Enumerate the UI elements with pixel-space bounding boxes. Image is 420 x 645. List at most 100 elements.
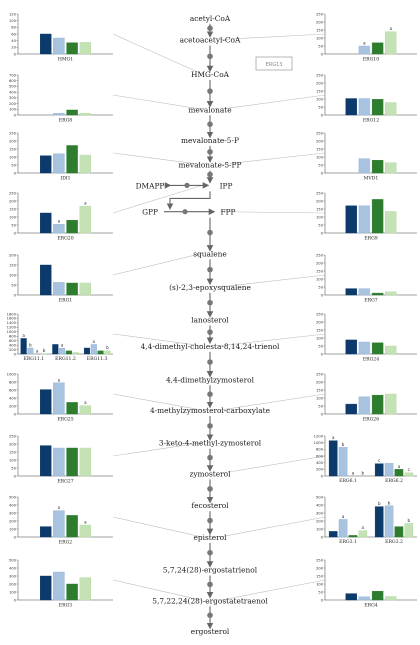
gene-label: ERG7 bbox=[364, 298, 377, 304]
bar bbox=[79, 42, 92, 55]
chart-hmg1: 0 20 40 60 80 100 120 HMG1 bbox=[9, 12, 113, 63]
bar bbox=[374, 506, 384, 538]
bar bbox=[345, 593, 357, 601]
tick-label: 0 bbox=[321, 598, 324, 602]
gene-label: HMG1 bbox=[58, 57, 73, 63]
tick-label: 50 bbox=[11, 223, 16, 227]
bar bbox=[40, 33, 52, 55]
significance-label: b bbox=[29, 343, 32, 348]
erg13-label: ERG13 bbox=[266, 62, 283, 68]
tick-label: 50 bbox=[318, 285, 323, 289]
chart-erg6: 0 200 400 600 800 1000 1200 ERG6.1 ERG6.2 a b a b c a c bbox=[314, 434, 417, 484]
bar bbox=[79, 113, 92, 116]
tick-label: 50 bbox=[318, 404, 323, 408]
significance-label: a bbox=[352, 471, 355, 476]
bar bbox=[53, 153, 65, 174]
tick-label: 50 bbox=[318, 590, 323, 594]
bar bbox=[385, 102, 397, 116]
tick-label: 200 bbox=[316, 261, 324, 265]
chart-erg25: 0 200 400 600 800 1000 a a ERG25 bbox=[7, 372, 113, 423]
bar bbox=[358, 205, 371, 234]
tick-label: 500 bbox=[9, 558, 17, 562]
significance-label: a bbox=[58, 505, 61, 510]
tick-label: 200 bbox=[316, 519, 324, 523]
tick-label: 500 bbox=[9, 85, 17, 89]
tick-label: 250 bbox=[316, 312, 324, 316]
connector-line bbox=[112, 516, 203, 538]
bar bbox=[404, 472, 414, 477]
tick-label: 200 bbox=[316, 468, 324, 472]
pathway-node bbox=[184, 182, 190, 188]
pathway-node bbox=[207, 581, 213, 588]
bar bbox=[20, 338, 27, 355]
tick-label: 20 bbox=[11, 46, 16, 50]
connector-line bbox=[219, 94, 326, 110]
tick-label: 250 bbox=[316, 73, 324, 77]
pathway-node bbox=[207, 299, 213, 306]
tick-label: 500 bbox=[316, 495, 324, 499]
connector-line bbox=[219, 516, 326, 538]
tick-label: 1400 bbox=[7, 321, 17, 325]
tick-label: 1000 bbox=[7, 372, 17, 376]
tick-label: 1800 bbox=[7, 312, 17, 316]
gene-label: ERG4 bbox=[364, 603, 377, 609]
gene-label: ERG26 bbox=[363, 417, 379, 423]
connector-lines bbox=[112, 33, 326, 601]
pathway-step-17: episterol bbox=[194, 533, 228, 542]
tick-label: 150 bbox=[316, 207, 324, 211]
chart-erg2: 0 100 200 300 400 500 a a ERG2 bbox=[9, 495, 113, 546]
pathway-node bbox=[207, 517, 213, 524]
tick-label: 1200 bbox=[314, 434, 324, 438]
tick-label: 150 bbox=[316, 388, 324, 392]
tick-label: 100 bbox=[9, 155, 17, 159]
gene-label: ERG1 bbox=[59, 298, 72, 304]
chart-erg10: 0 50 100 150 200 250 a a ERG10 bbox=[316, 12, 417, 63]
connector-line bbox=[219, 579, 326, 601]
significance-label: a bbox=[58, 219, 61, 224]
pathway-step-20: ergosterol bbox=[191, 627, 230, 636]
tick-label: 150 bbox=[316, 147, 324, 151]
tick-label: 250 bbox=[316, 191, 324, 195]
pathway-node bbox=[207, 121, 213, 127]
tick-label: 0 bbox=[14, 474, 17, 478]
tick-label: 400 bbox=[9, 343, 17, 347]
bar bbox=[385, 31, 397, 55]
bar bbox=[371, 99, 384, 116]
ipp-gpp-arrow bbox=[166, 191, 211, 210]
tick-label: 0 bbox=[14, 535, 17, 539]
gene-label: ERG3 bbox=[59, 603, 72, 609]
tick-label: 250 bbox=[316, 558, 324, 562]
tick-label: 200 bbox=[316, 20, 324, 24]
tick-label: 250 bbox=[316, 372, 324, 376]
tick-label: 250 bbox=[9, 434, 17, 438]
bar bbox=[53, 113, 65, 116]
pathway-step-6: IPP bbox=[220, 181, 233, 190]
pathway-step-15: zymosterol bbox=[189, 470, 231, 479]
significance-label: a bbox=[22, 333, 25, 338]
bar bbox=[66, 42, 78, 55]
tick-label: 80 bbox=[11, 26, 16, 30]
tick-label: 1200 bbox=[7, 326, 17, 330]
pathway-step-4: mevalonate-5-P bbox=[181, 136, 239, 145]
bar bbox=[404, 523, 414, 538]
tick-label: 200 bbox=[9, 519, 17, 523]
tick-label: 0 bbox=[321, 293, 324, 297]
chart-erg9: 0 50 100 150 200 250 ERG9 bbox=[316, 191, 417, 242]
bar bbox=[79, 577, 92, 601]
bar bbox=[40, 264, 52, 296]
tick-label: 100 bbox=[316, 155, 324, 159]
tick-label: 120 bbox=[9, 12, 17, 16]
bar bbox=[79, 205, 92, 234]
bar bbox=[338, 447, 348, 477]
tick-label: 100 bbox=[9, 273, 17, 277]
tick-label: 300 bbox=[9, 96, 17, 100]
bar bbox=[385, 162, 397, 174]
bar bbox=[40, 389, 52, 415]
gene-label: ERG20 bbox=[57, 236, 73, 242]
group-label: ERG11.2 bbox=[55, 356, 76, 362]
bar bbox=[66, 282, 78, 296]
pathway-step-12: 4,4-dimethylzymosterol bbox=[166, 375, 255, 384]
tick-label: 300 bbox=[9, 574, 17, 578]
